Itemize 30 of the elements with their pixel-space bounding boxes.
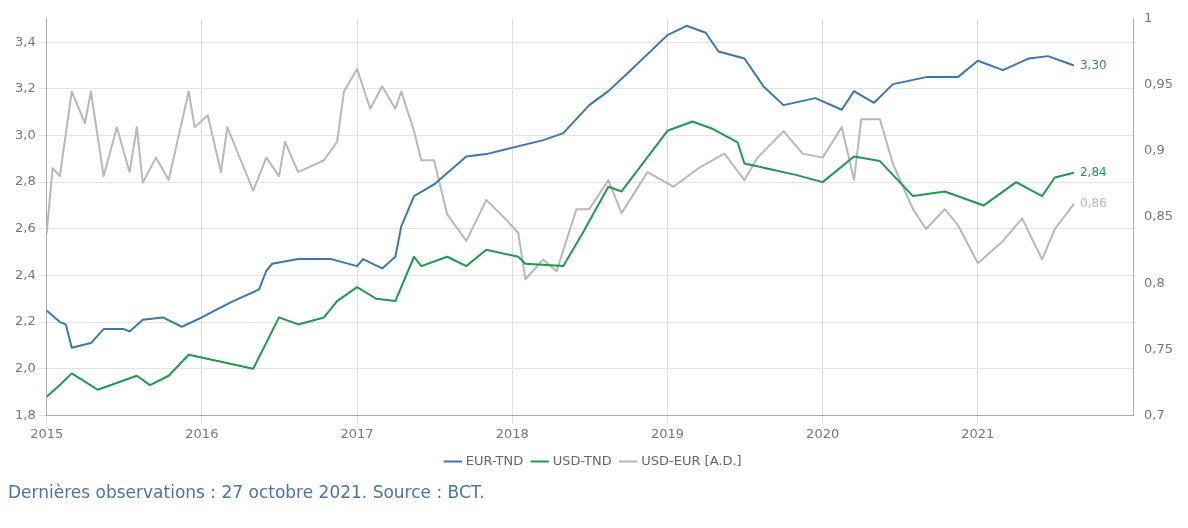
legend-label: USD-EUR [A.D.] bbox=[641, 452, 742, 468]
y2-tick-label: 0,8 bbox=[1144, 274, 1165, 290]
x-tick-label: 2019 bbox=[650, 425, 685, 441]
data-label: 3,30 bbox=[1079, 57, 1107, 72]
y-tick-label: 2,6 bbox=[14, 220, 36, 236]
x-tick-label: 2020 bbox=[806, 425, 840, 441]
x-tick-label: 2021 bbox=[961, 425, 995, 441]
y-tick-label: 3,0 bbox=[14, 126, 36, 142]
x-tick-label: 2015 bbox=[30, 425, 64, 441]
y-tick-label: 2,8 bbox=[14, 173, 36, 189]
data-label: 0,86 bbox=[1079, 196, 1107, 211]
y-tick-label: 3,4 bbox=[14, 33, 36, 49]
y-tick-label: 3,2 bbox=[14, 80, 36, 96]
y-tick-label: 2,4 bbox=[14, 266, 36, 282]
y2-tick-label: 0,7 bbox=[1144, 406, 1165, 422]
y-tick-label: 1,8 bbox=[14, 406, 36, 422]
y2-tick-label: 0,85 bbox=[1144, 208, 1174, 224]
y2-tick-label: 0,95 bbox=[1144, 76, 1174, 92]
y-tick-label: 2,0 bbox=[14, 360, 36, 376]
data-label: 2,84 bbox=[1079, 164, 1107, 179]
y2-tick-label: 0,9 bbox=[1144, 142, 1165, 158]
x-tick-label: 2017 bbox=[340, 425, 374, 441]
y2-tick-label: 0,75 bbox=[1144, 340, 1174, 356]
y-tick-label: 2,2 bbox=[14, 313, 36, 329]
y2-tick-label: 1 bbox=[1144, 10, 1153, 26]
legend-label: USD-TND bbox=[552, 452, 612, 468]
x-tick-label: 2018 bbox=[495, 425, 529, 441]
x-tick-label: 2016 bbox=[185, 425, 219, 441]
text: Dernières observations : 27 octobre 2021. Source : BCT. bbox=[8, 482, 486, 502]
legend-label: EUR-TND bbox=[465, 452, 524, 468]
